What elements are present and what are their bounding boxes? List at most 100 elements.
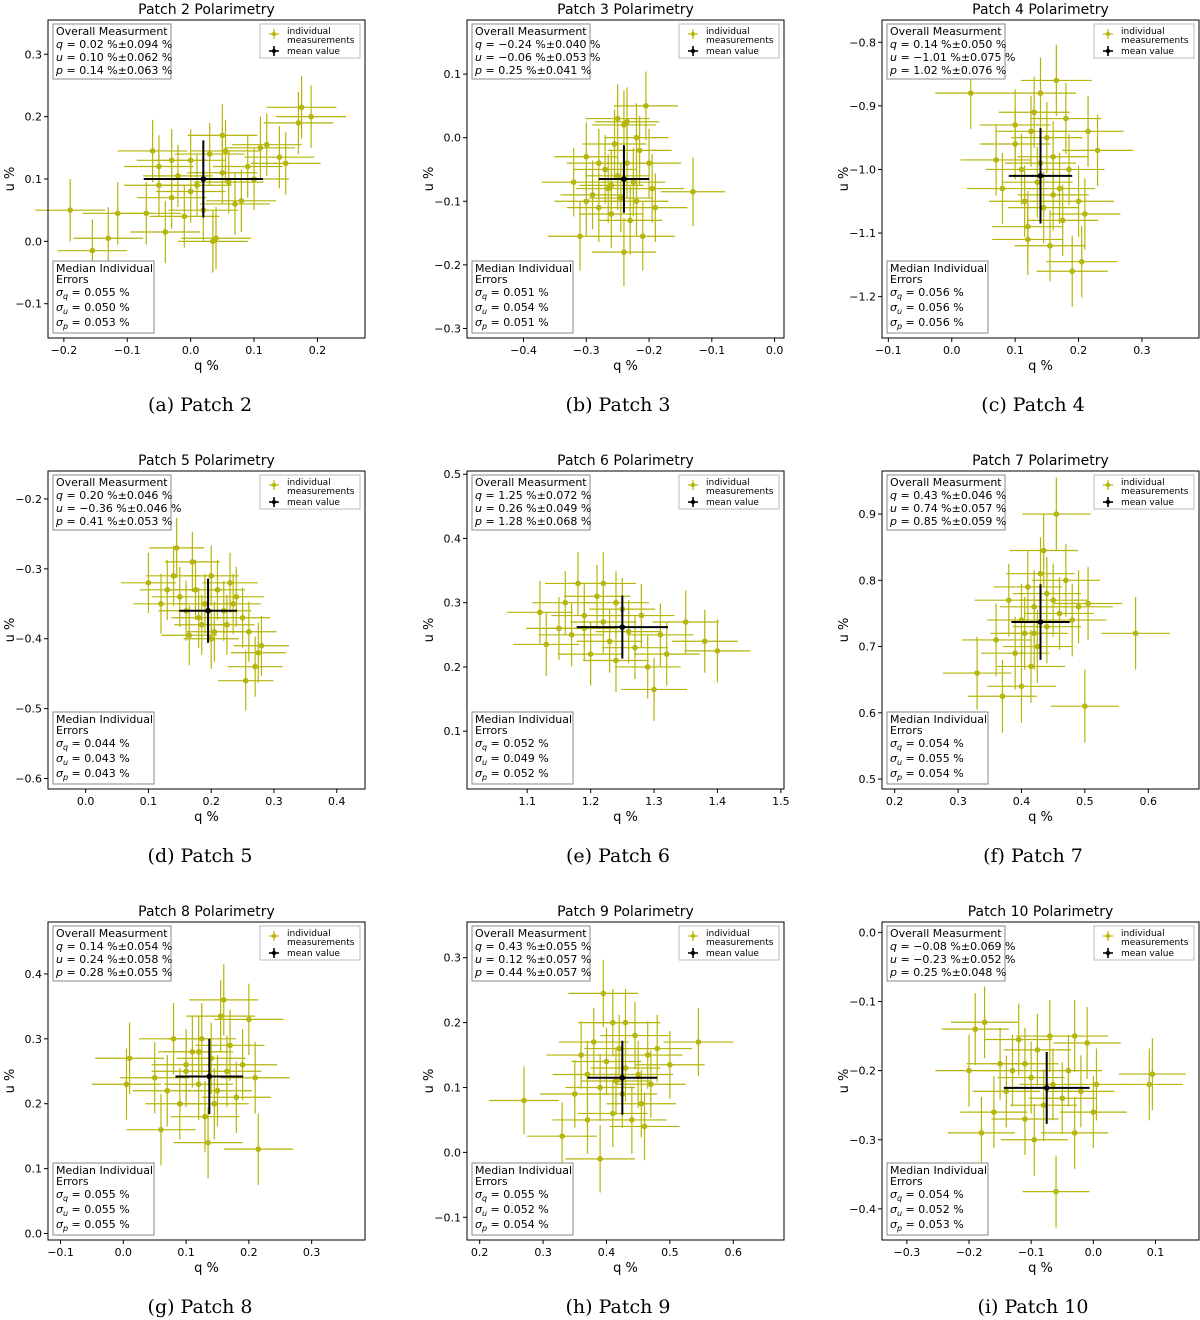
median-line: σp = 0.054 % (475, 1218, 549, 1233)
median-line: σu = 0.052 % (475, 1203, 549, 1218)
point-marker (227, 1042, 233, 1049)
data-point (126, 1093, 196, 1166)
subfigure-caption: (g) Patch 8 (148, 1296, 253, 1318)
point-marker (622, 1065, 629, 1071)
point-marker (636, 147, 643, 154)
data-point (193, 150, 264, 214)
data-point (1041, 1000, 1109, 1073)
point-marker (613, 599, 619, 606)
y-tick-label: 0.0 (25, 235, 43, 248)
point-marker (1031, 630, 1037, 637)
y-tick-label: −0.1 (434, 195, 461, 208)
data-point (225, 116, 296, 179)
point-marker (1069, 268, 1075, 275)
overall-line: u = 0.24 %±0.058 % (56, 953, 172, 966)
legend-marker-mean (1105, 48, 1111, 54)
y-tick-label: 0.7 (859, 641, 877, 654)
overall-box-frame (886, 474, 1006, 531)
mean-value (576, 595, 668, 659)
point-marker (1082, 211, 1088, 217)
point-marker (164, 1087, 171, 1094)
median-line: σp = 0.055 % (56, 1218, 130, 1233)
point-marker (614, 173, 621, 179)
point-marker (1078, 1088, 1084, 1095)
overall-title: Overall Measurment (890, 25, 1002, 38)
legend-marker-mean (271, 499, 277, 505)
y-tick-label: −1.0 (849, 163, 876, 176)
point-marker (187, 188, 194, 195)
point-marker (217, 1013, 224, 1019)
point-marker (583, 153, 590, 160)
x-tick-label: 0.1 (1147, 1246, 1165, 1259)
median-line: σp = 0.054 % (890, 767, 964, 782)
point-marker (682, 619, 689, 625)
point-marker (1044, 134, 1050, 141)
x-tick-label: 0.6 (1140, 795, 1158, 808)
individual-measurements (935, 44, 1134, 307)
chart-panel-3: Patch 4 Polarimetry −0.1 0.0 0.1 0.2 0.3 −1.2 −… (837, 2, 1200, 416)
overall-line: u = −1.01 %±0.075 % (890, 51, 1016, 64)
point-marker (263, 141, 270, 148)
point-marker (183, 1061, 189, 1068)
x-tick-label: 0.0 (766, 344, 784, 357)
mean-marker (206, 1073, 213, 1080)
legend-frame (678, 925, 780, 961)
point-marker (1006, 597, 1012, 603)
data-point (1049, 178, 1121, 250)
chart-title: Patch 10 Polarimetry (968, 904, 1114, 920)
data-point (652, 590, 719, 654)
point-marker (1082, 703, 1088, 709)
point-marker (225, 179, 232, 185)
x-tick-label: 0.2 (309, 344, 327, 357)
data-point (201, 1061, 271, 1133)
data-point (91, 1048, 161, 1120)
point-marker (164, 587, 171, 593)
point-marker (1084, 1040, 1090, 1046)
median-line: σq = 0.055 % (475, 1188, 549, 1203)
data-point (186, 980, 256, 1052)
overall-line: p = 0.44 %±0.057 % (474, 966, 591, 979)
overall-title: Overall Measurment (475, 25, 587, 38)
overall-line: q = 0.14 %±0.054 % (56, 940, 172, 953)
point-marker (211, 1100, 218, 1107)
data-point (663, 1008, 734, 1076)
point-marker (622, 1019, 629, 1026)
median-line: σp = 0.052 % (475, 767, 549, 782)
median-line: σq = 0.056 % (890, 286, 964, 301)
data-point (155, 160, 226, 223)
y-tick-label: −0.4 (849, 1203, 876, 1216)
data-point (615, 1050, 686, 1118)
median-line: σu = 0.043 % (56, 752, 130, 767)
y-tick-label: −0.4 (15, 633, 42, 646)
data-point (600, 1001, 670, 1070)
median-line: σq = 0.054 % (890, 1188, 964, 1203)
data-point (1044, 570, 1113, 644)
overall-line: q = 0.43 %±0.055 % (475, 940, 591, 953)
point-marker (1149, 1071, 1156, 1077)
median-line: σu = 0.049 % (475, 752, 549, 767)
data-point (170, 1081, 240, 1153)
data-point (181, 207, 251, 270)
data-point (546, 1021, 616, 1089)
overall-line: u = 0.74 %±0.057 % (890, 502, 1006, 515)
y-tick-label: 0.3 (444, 952, 462, 965)
plot-frame (466, 470, 785, 790)
median-line: σq = 0.044 % (56, 737, 130, 752)
chart-panel-8: Patch 9 Polarimetry 0.2 0.3 0.4 0.5 0.6 −0.1 0.… (422, 904, 785, 1318)
point-marker (1031, 1136, 1038, 1143)
x-tick-label: −0.2 (636, 344, 663, 357)
point-marker (1028, 128, 1034, 135)
point-marker (1093, 1081, 1100, 1088)
y-tick-label: 0.2 (25, 111, 43, 124)
data-point (552, 1086, 623, 1154)
y-axis-label: u % (3, 618, 18, 643)
chart-title: Patch 3 Polarimetry (557, 2, 694, 18)
point-marker (613, 657, 619, 664)
overall-line: q = 0.02 %±0.094 % (56, 38, 172, 51)
data-point (993, 550, 1063, 624)
median-line: σq = 0.052 % (475, 737, 549, 752)
median-line: σp = 0.053 % (56, 316, 130, 331)
legend-frame (678, 474, 780, 510)
